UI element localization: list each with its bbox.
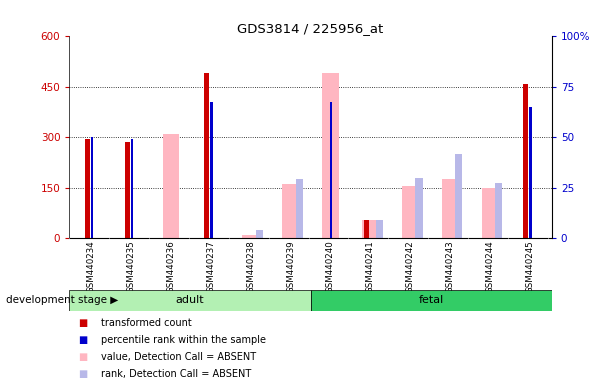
Bar <box>442 179 458 238</box>
Text: adult: adult <box>175 295 204 306</box>
Text: GSM440241: GSM440241 <box>366 241 375 293</box>
Text: GSM440240: GSM440240 <box>326 241 335 293</box>
Bar <box>296 179 303 238</box>
Text: percentile rank within the sample: percentile rank within the sample <box>101 335 267 345</box>
Bar <box>482 188 498 238</box>
Text: GSM440236: GSM440236 <box>166 241 175 293</box>
Text: ■: ■ <box>78 352 87 362</box>
Bar <box>85 139 90 238</box>
Bar <box>282 184 299 238</box>
Text: GSM440237: GSM440237 <box>206 241 215 293</box>
Bar <box>210 102 213 238</box>
Bar <box>362 220 379 238</box>
Bar <box>495 183 502 238</box>
Bar <box>330 102 332 238</box>
Text: GSM440245: GSM440245 <box>525 241 534 293</box>
Text: GSM440244: GSM440244 <box>485 241 494 293</box>
FancyBboxPatch shape <box>311 290 552 311</box>
Bar <box>415 177 423 238</box>
Text: development stage ▶: development stage ▶ <box>6 295 118 306</box>
Text: GSM440234: GSM440234 <box>87 241 96 293</box>
Text: GSM440238: GSM440238 <box>246 241 255 293</box>
Bar <box>455 154 463 238</box>
Bar <box>402 186 418 238</box>
FancyBboxPatch shape <box>69 290 311 311</box>
Bar <box>376 220 383 238</box>
Text: GSM440239: GSM440239 <box>286 241 295 293</box>
Bar <box>163 134 179 238</box>
Text: GSM440243: GSM440243 <box>446 241 455 293</box>
Bar <box>125 142 130 238</box>
Text: ■: ■ <box>78 335 87 345</box>
Text: GSM440242: GSM440242 <box>406 241 415 293</box>
Text: fetal: fetal <box>418 295 444 306</box>
Bar <box>256 230 263 238</box>
Text: rank, Detection Call = ABSENT: rank, Detection Call = ABSENT <box>101 369 251 379</box>
Text: ■: ■ <box>78 318 87 328</box>
Bar <box>523 84 528 238</box>
Bar <box>364 220 369 238</box>
Bar <box>242 235 259 238</box>
Text: GSM440235: GSM440235 <box>127 241 136 293</box>
Bar <box>204 73 209 238</box>
Text: value, Detection Call = ABSENT: value, Detection Call = ABSENT <box>101 352 256 362</box>
Bar <box>91 137 93 238</box>
Bar <box>529 107 532 238</box>
Text: ■: ■ <box>78 369 87 379</box>
Bar <box>131 139 133 238</box>
Title: GDS3814 / 225956_at: GDS3814 / 225956_at <box>238 22 384 35</box>
Bar <box>322 73 339 238</box>
Text: transformed count: transformed count <box>101 318 192 328</box>
